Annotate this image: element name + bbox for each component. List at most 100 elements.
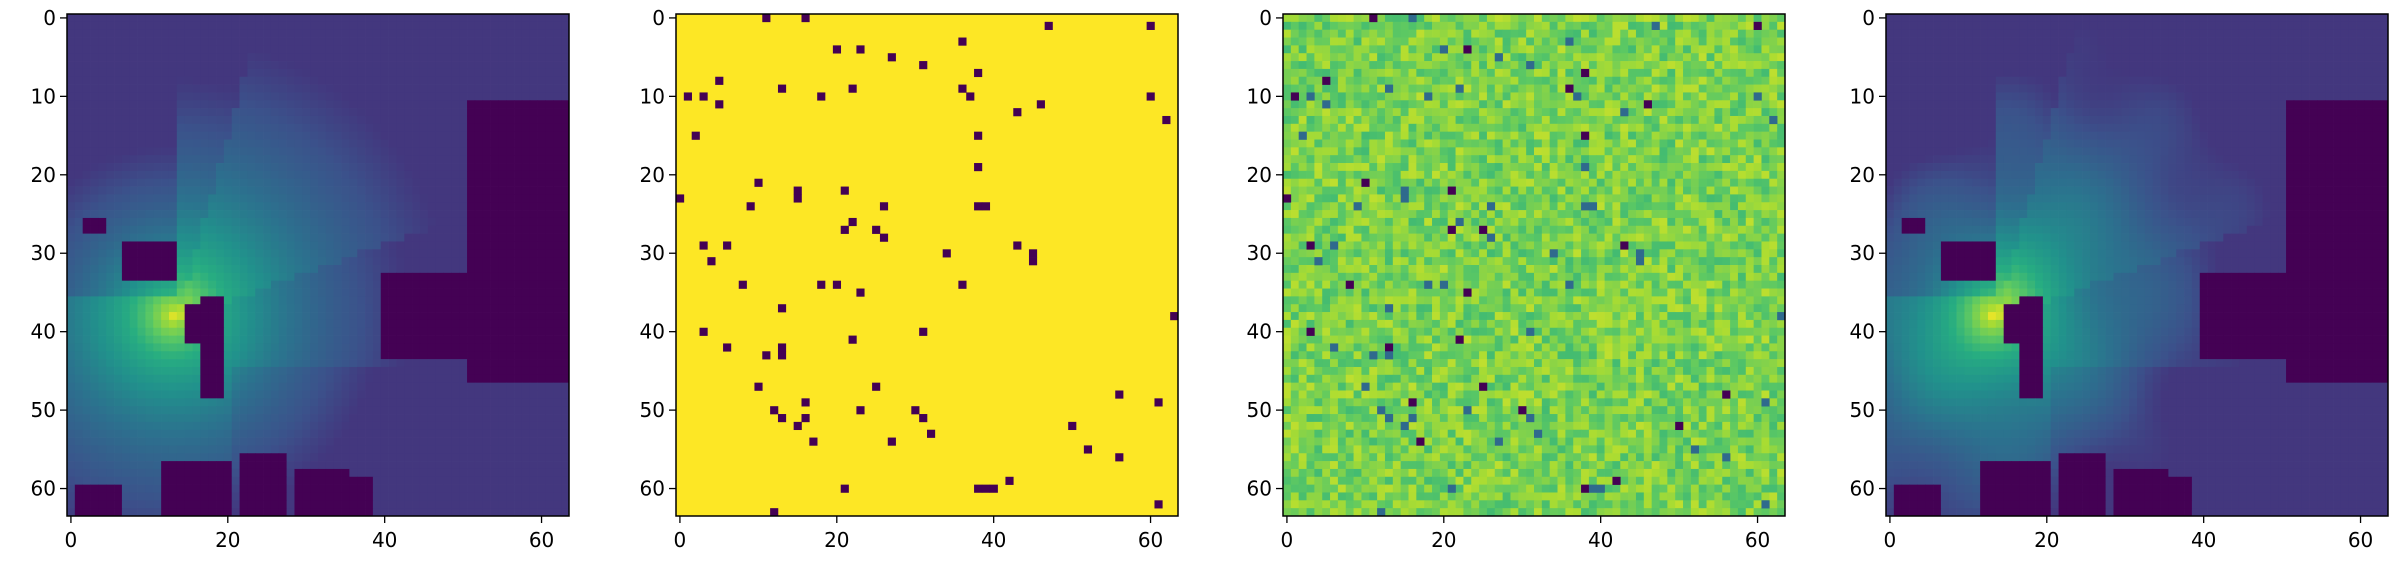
heatmap-cell bbox=[357, 84, 366, 93]
heatmap-cell bbox=[435, 84, 444, 93]
heatmap-cell bbox=[121, 359, 131, 368]
heatmap-cell bbox=[412, 115, 421, 125]
heatmap-cell bbox=[184, 265, 193, 274]
heatmap-cell bbox=[506, 429, 515, 438]
heatmap-cell bbox=[459, 312, 468, 321]
heatmap-cell bbox=[239, 476, 248, 485]
heatmap-cell bbox=[1620, 14, 1629, 23]
heatmap-cell bbox=[372, 100, 382, 109]
heatmap-cell bbox=[223, 500, 233, 509]
heatmap-cell bbox=[231, 45, 240, 54]
heatmap-cell bbox=[529, 249, 538, 258]
heatmap-cell bbox=[263, 45, 272, 54]
heatmap-cell bbox=[474, 312, 484, 321]
heatmap-cell bbox=[1722, 92, 1731, 101]
heatmap-cell bbox=[380, 343, 389, 352]
heatmap-cell bbox=[208, 414, 217, 423]
heatmap-cell bbox=[1455, 92, 1464, 101]
heatmap-cell bbox=[278, 359, 287, 368]
heatmap-cell bbox=[255, 500, 264, 509]
heatmap-cell bbox=[286, 319, 295, 329]
heatmap-cell bbox=[365, 359, 374, 368]
heatmap-cell bbox=[404, 445, 413, 454]
heatmap-cell bbox=[357, 406, 366, 415]
sample-point bbox=[942, 249, 951, 258]
heatmap-cell bbox=[121, 414, 131, 423]
heatmap-cell bbox=[1518, 37, 1527, 46]
heatmap-cell bbox=[1667, 21, 1676, 31]
heatmap-cell bbox=[545, 445, 554, 454]
heatmap-cell bbox=[1722, 61, 1731, 70]
heatmap-cell bbox=[529, 421, 538, 431]
heatmap-cell bbox=[490, 453, 499, 462]
heatmap-cell bbox=[341, 296, 350, 305]
heatmap-cell bbox=[443, 453, 452, 462]
heatmap-cell bbox=[388, 508, 397, 517]
heatmap-cell bbox=[67, 272, 76, 282]
heatmap-cell bbox=[1777, 29, 1786, 38]
heatmap-cell bbox=[521, 186, 531, 195]
heatmap-cell bbox=[145, 421, 154, 431]
heatmap-cell bbox=[419, 414, 429, 423]
heatmap-cell bbox=[74, 108, 84, 117]
heatmap-cell bbox=[302, 296, 311, 305]
heatmap-cell bbox=[490, 131, 499, 140]
heatmap-cell bbox=[1416, 21, 1425, 31]
heatmap-cell bbox=[1675, 61, 1684, 70]
heatmap-cell bbox=[208, 170, 217, 180]
heatmap-cell bbox=[1761, 61, 1770, 70]
heatmap-cell bbox=[263, 445, 272, 454]
heatmap-cell bbox=[498, 241, 507, 250]
heatmap-cell bbox=[106, 343, 115, 352]
heatmap-cell bbox=[294, 359, 303, 368]
heatmap-cell bbox=[514, 68, 523, 78]
heatmap-cell bbox=[208, 37, 217, 46]
heatmap-cell bbox=[74, 484, 84, 493]
heatmap-cell bbox=[239, 123, 248, 132]
heatmap-cell bbox=[514, 76, 523, 85]
heatmap-cell bbox=[451, 398, 460, 407]
heatmap-cell bbox=[1737, 68, 1747, 78]
heatmap-cell bbox=[1471, 14, 1480, 23]
heatmap-cell bbox=[145, 225, 154, 234]
heatmap-cell bbox=[67, 53, 76, 62]
heatmap-cell bbox=[388, 468, 397, 478]
heatmap-cell bbox=[333, 257, 342, 266]
heatmap-cell bbox=[451, 445, 460, 454]
heatmap-cell bbox=[474, 343, 484, 352]
heatmap-cell bbox=[310, 414, 319, 423]
heatmap-cell bbox=[74, 312, 84, 321]
heatmap-cell bbox=[506, 374, 515, 383]
heatmap-cell bbox=[153, 421, 162, 431]
heatmap-cell bbox=[1283, 68, 1292, 78]
heatmap-cell bbox=[1659, 37, 1668, 46]
heatmap-cell bbox=[278, 500, 287, 509]
heatmap-cell bbox=[349, 429, 358, 438]
heatmap-cell bbox=[318, 366, 327, 376]
heatmap-cell bbox=[145, 484, 154, 493]
heatmap-cell bbox=[529, 92, 538, 101]
heatmap-cell bbox=[459, 217, 468, 227]
heatmap-cell bbox=[318, 484, 327, 493]
heatmap-cell bbox=[474, 437, 484, 446]
heatmap-cell bbox=[302, 351, 311, 360]
heatmap-cell bbox=[263, 382, 272, 391]
heatmap-cell bbox=[270, 100, 280, 109]
heatmap-cell bbox=[561, 155, 570, 164]
heatmap-cell bbox=[365, 29, 374, 38]
heatmap-cell bbox=[82, 265, 91, 274]
heatmap-cell bbox=[1384, 76, 1394, 85]
heatmap-cell bbox=[1722, 100, 1731, 109]
heatmap-cell bbox=[506, 92, 515, 101]
heatmap-cell bbox=[98, 45, 107, 54]
heatmap-cell bbox=[1330, 29, 1339, 38]
heatmap-cell bbox=[1690, 76, 1700, 85]
heatmap-cell bbox=[1369, 21, 1378, 31]
heatmap-cell bbox=[176, 163, 185, 172]
heatmap-cell bbox=[459, 225, 468, 234]
heatmap-cell bbox=[1330, 76, 1339, 85]
heatmap-cell bbox=[223, 382, 233, 391]
heatmap-cell bbox=[247, 76, 256, 85]
heatmap-cell bbox=[1541, 61, 1551, 70]
heatmap-cell bbox=[255, 398, 264, 407]
